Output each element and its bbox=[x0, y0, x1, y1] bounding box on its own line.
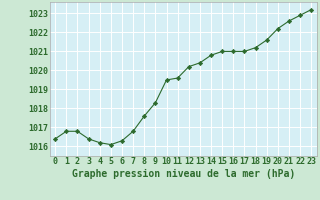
X-axis label: Graphe pression niveau de la mer (hPa): Graphe pression niveau de la mer (hPa) bbox=[72, 169, 295, 179]
